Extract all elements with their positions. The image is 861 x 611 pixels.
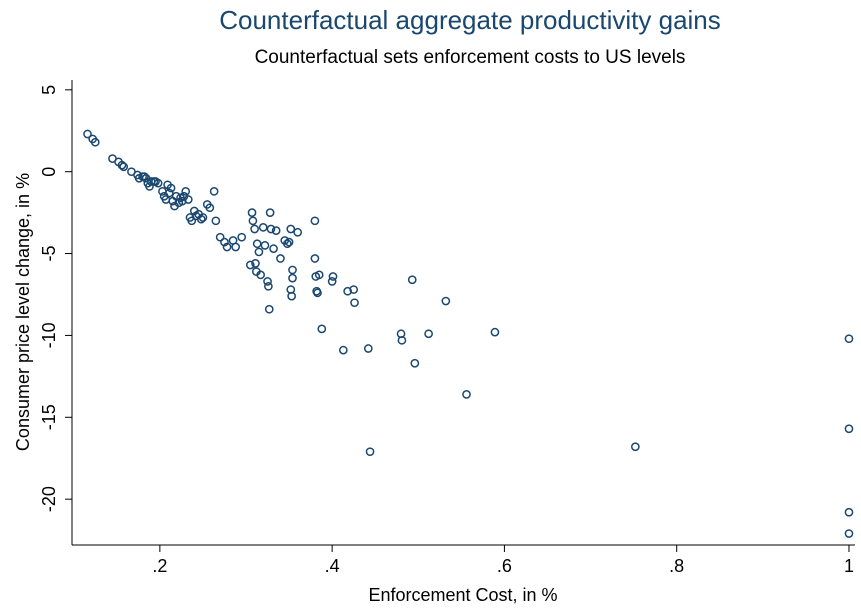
scatter-point [153, 178, 163, 188]
scatter-point [343, 286, 352, 296]
x-tick-label: 1 [844, 556, 854, 576]
scatter-point [284, 237, 294, 247]
scatter-point [264, 281, 273, 291]
scatter-point [181, 186, 191, 196]
chart-subtitle: Counterfactual sets enforcement costs to… [255, 47, 686, 68]
scatter-point [90, 137, 100, 147]
y-axis-label: Consumer price level change, in % [13, 173, 33, 451]
scatter-point [844, 507, 854, 517]
scatter-point [282, 239, 292, 249]
scatter-point [317, 324, 327, 334]
scatter-point [145, 182, 154, 191]
scatter-point [256, 270, 265, 280]
scatter-point [276, 254, 285, 263]
scatter-point [424, 329, 433, 339]
scatter-point [183, 195, 193, 204]
scatter-point [844, 529, 854, 538]
scatter-point [119, 162, 129, 172]
scatter-point [844, 424, 854, 434]
x-axis-label: Enforcement Cost, in % [368, 585, 557, 605]
scatter-point [350, 298, 359, 308]
y-tick-label: -20 [39, 486, 59, 512]
scatter-point [187, 216, 197, 226]
chart-title: Counterfactual aggregate productivity ga… [219, 5, 721, 35]
scatter-point [222, 242, 232, 252]
scatter-point [250, 224, 259, 234]
scatter-point [397, 335, 407, 345]
scatter-point [287, 291, 297, 301]
scatter-point [271, 226, 281, 235]
scatter-point [313, 288, 322, 298]
scatter-point [248, 216, 258, 226]
scatter-point [349, 285, 359, 294]
scatter-point [251, 259, 260, 268]
scatter-point [220, 237, 229, 247]
scatter-point [166, 183, 176, 193]
scatter-point [288, 273, 297, 283]
scatter-point [265, 208, 275, 217]
scatter-point [164, 188, 174, 198]
scatter-point [293, 227, 303, 237]
scatter-point [117, 160, 127, 170]
x-tick-label: .6 [497, 556, 512, 576]
scatter-point [490, 327, 500, 337]
y-tick-label: 5 [39, 85, 59, 95]
scatter-point [462, 390, 471, 399]
scatter-point [263, 277, 272, 286]
scatter-point [247, 208, 257, 217]
x-tick-label: .2 [152, 556, 167, 576]
scatter-point [310, 254, 320, 263]
scatter-point [245, 260, 255, 270]
scatter-point [264, 304, 274, 314]
scatter-point [83, 129, 92, 139]
scatter-point [328, 272, 338, 281]
scatter-point [407, 275, 417, 285]
scatter-point [260, 241, 270, 250]
scatter-point [286, 224, 296, 234]
scatter-point [327, 277, 337, 286]
scatter-point [338, 345, 348, 355]
scatter-point [211, 216, 221, 226]
scatter-point [252, 239, 262, 249]
scatter-point [258, 223, 268, 232]
scatter-point [410, 358, 420, 368]
scatter-point [365, 447, 375, 457]
scatter-point [363, 344, 373, 353]
scatter-point [254, 247, 264, 257]
x-tick-label: .8 [669, 556, 684, 576]
y-tick-label: -5 [39, 246, 59, 262]
y-tick-label: -10 [39, 322, 59, 348]
scatter-point [231, 242, 241, 252]
scatter-point [288, 265, 297, 275]
scatter-point [205, 203, 215, 213]
y-tick-label: 0 [39, 167, 59, 177]
scatter-point [177, 196, 187, 206]
scatter-point [196, 214, 206, 224]
scatter-point [209, 186, 219, 196]
scatter-point [237, 232, 247, 242]
x-tick-label: .4 [325, 556, 340, 576]
scatter-point [140, 172, 149, 181]
scatter-point [269, 244, 278, 253]
y-tick-label: -15 [39, 404, 59, 430]
scatter-point [844, 334, 854, 344]
scatter-point [441, 296, 451, 306]
scatter-point [314, 270, 324, 280]
scatter-point [310, 216, 320, 226]
scatter-point [630, 442, 640, 452]
scatter-point [215, 232, 225, 242]
scatter-point [198, 213, 208, 222]
scatter-point [266, 224, 276, 234]
